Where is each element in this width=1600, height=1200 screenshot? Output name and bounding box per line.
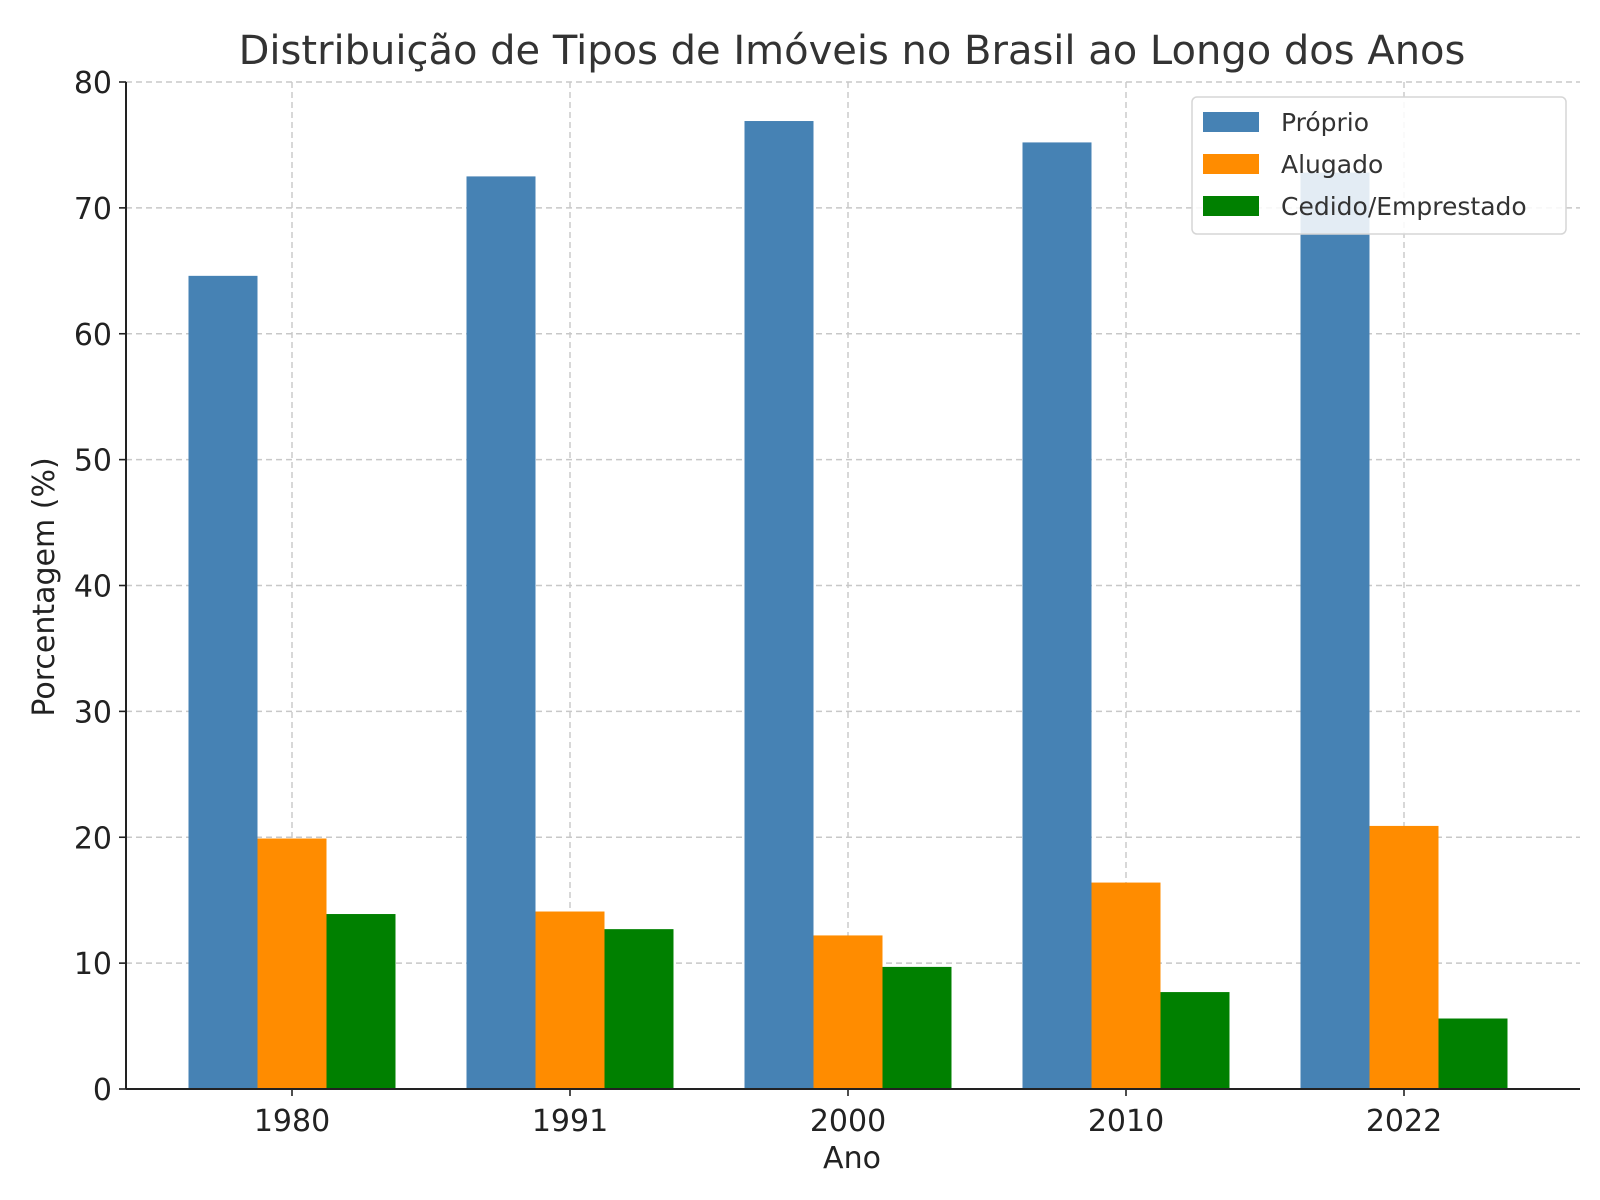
- legend-box: [1191, 96, 1567, 235]
- y-tick-label: 40: [74, 570, 112, 605]
- x-tick-labels: 1980 1991 2000 2010 2022: [254, 1089, 1442, 1139]
- bar: [1369, 825, 1439, 1089]
- y-axis-label: Porcentagem (%): [27, 457, 62, 716]
- y-tick-labels: 0 10 20 30 40 50 60 70 80: [74, 66, 126, 1108]
- bar: [326, 914, 396, 1089]
- bar: [257, 838, 327, 1089]
- bar: [466, 176, 536, 1089]
- x-tick-label: 2022: [1366, 1104, 1442, 1139]
- y-tick-label: 30: [74, 695, 112, 730]
- y-tick-label: 20: [74, 821, 112, 856]
- legend-label: Alugado: [1281, 150, 1383, 179]
- x-tick-label: 2000: [810, 1104, 886, 1139]
- bar: [1300, 172, 1370, 1089]
- y-tick-label: 50: [74, 444, 112, 479]
- bar: [1022, 142, 1092, 1090]
- x-tick-label: 1980: [254, 1104, 330, 1139]
- y-tick-label: 10: [74, 947, 112, 982]
- bar: [535, 911, 605, 1089]
- bars: [188, 121, 1508, 1090]
- bar: [744, 121, 814, 1090]
- bar: [1091, 882, 1161, 1089]
- bar: [813, 935, 883, 1089]
- chart-title: Distribuição de Tipos de Imóveis no Bras…: [239, 28, 1466, 74]
- x-tick-label: 2010: [1088, 1104, 1164, 1139]
- y-tick-label: 80: [74, 66, 112, 101]
- x-axis-label: Ano: [823, 1141, 881, 1176]
- bar: [882, 966, 952, 1089]
- bar: [1160, 992, 1230, 1089]
- legend-swatch: [1203, 196, 1259, 216]
- legend-label: Cedido/Emprestado: [1281, 192, 1527, 221]
- legend-swatch: [1203, 154, 1259, 174]
- bar: [1438, 1018, 1508, 1089]
- x-tick-label: 1991: [532, 1104, 608, 1139]
- legend-swatch: [1203, 112, 1259, 132]
- bar: [188, 275, 258, 1089]
- y-tick-label: 60: [74, 318, 112, 353]
- legend: Próprio Alugado Cedido/Emprestado: [1191, 96, 1567, 235]
- y-tick-label: 70: [74, 192, 112, 227]
- y-tick-label: 0: [93, 1073, 112, 1108]
- bar: [604, 929, 674, 1089]
- legend-label: Próprio: [1281, 108, 1369, 137]
